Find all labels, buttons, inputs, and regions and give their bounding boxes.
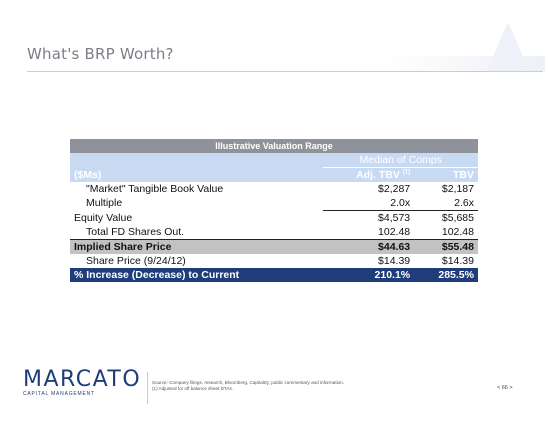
valuation-table: Illustrative Valuation Range Median of C…	[70, 139, 478, 282]
logo-subtitle: CAPITAL MANAGEMENT	[23, 391, 95, 397]
table-row: Equity Value $4,573 $5,685	[70, 211, 478, 226]
footnote-1: (1) Adjusted for off balance sheet DTAs.	[152, 386, 234, 391]
footnotes: Source: Company filings, research, Bloom…	[152, 380, 344, 392]
implied-share-price-row: Implied Share Price $44.63 $55.48	[70, 239, 478, 254]
tbv-value: $55.48	[414, 239, 478, 254]
table-row: Share Price (9/24/12) $14.39 $14.39	[70, 254, 478, 268]
percent-increase-row: % Increase (Decrease) to Current 210.1% …	[70, 268, 478, 282]
tbv-value: $2,187	[441, 183, 474, 195]
page-number: < 66 >	[497, 385, 513, 391]
adj-tbv-value: 210.1%	[323, 268, 415, 282]
table-row: Total FD Shares Out. 102.48 102.48	[70, 225, 478, 240]
table-header-row: Illustrative Valuation Range	[70, 139, 478, 153]
adj-tbv-value: $14.39	[378, 255, 411, 267]
tbv-value: 285.5%	[414, 268, 478, 282]
adj-tbv-value: 2.0x	[323, 196, 415, 211]
adj-tbv-value: $44.63	[323, 239, 415, 254]
adj-tbv-value: $2,287	[378, 183, 411, 195]
adj-tbv-header: Adj. TBV (1)	[323, 167, 415, 182]
column-header-row: ($Ms) Adj. TBV (1) TBV	[70, 167, 478, 182]
row-label: Share Price (9/24/12)	[86, 255, 186, 267]
adj-tbv-value: 102.48	[323, 225, 415, 240]
tbv-header: TBV	[414, 167, 478, 182]
source-note: Source: Company filings, research, Bloom…	[152, 380, 345, 385]
tbv-value: $5,685	[441, 212, 474, 224]
table-row: "Market" Tangible Book Value $2,287 $2,1…	[70, 182, 478, 196]
tbv-value: 2.6x	[414, 196, 478, 211]
logo-wordmark: MARCATO	[23, 367, 142, 392]
header-decoration-mark	[486, 22, 530, 72]
row-label: "Market" Tangible Book Value	[86, 183, 224, 195]
adj-tbv-value: $4,573	[378, 212, 411, 224]
slide-title: What's BRP Worth?	[27, 45, 174, 63]
group-header-row: Median of Comps	[70, 153, 478, 168]
median-of-comps-label: Median of Comps	[323, 153, 478, 168]
table-row: Multiple 2.0x 2.6x	[70, 196, 478, 211]
table-header: Illustrative Valuation Range	[70, 139, 478, 153]
tbv-value: 102.48	[414, 225, 478, 240]
footnote-marker: (1)	[402, 169, 411, 176]
company-logo: MARCATO CAPITAL MANAGEMENT	[23, 367, 141, 397]
row-label: % Increase (Decrease) to Current	[70, 268, 324, 282]
row-label: Total FD Shares Out.	[86, 226, 185, 238]
units-label: ($Ms)	[70, 167, 324, 182]
row-label: Implied Share Price	[70, 239, 324, 254]
title-divider	[27, 71, 543, 72]
tbv-value: $14.39	[441, 255, 474, 267]
row-label: Equity Value	[74, 211, 133, 224]
footer-divider	[147, 372, 148, 404]
row-label: Multiple	[86, 197, 123, 210]
